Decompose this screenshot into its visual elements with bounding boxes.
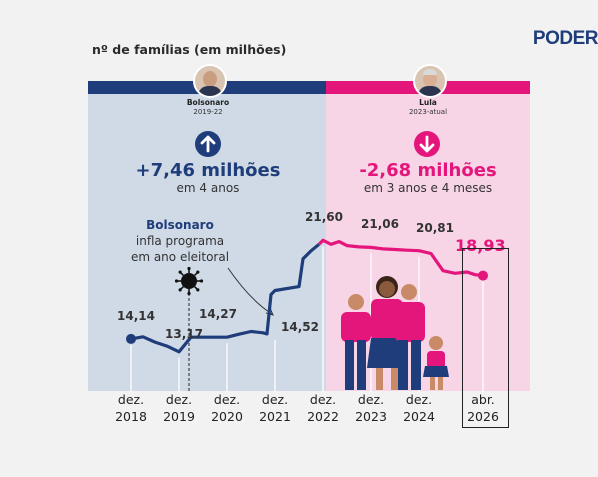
bolsonaro-avatar: [193, 64, 227, 98]
arrow-up-icon: [195, 131, 221, 157]
x-tick-month: abr.: [471, 392, 495, 407]
x-tick-2: dez. 2020: [197, 391, 257, 425]
x-tick-year: 2024: [403, 409, 435, 424]
x-tick-year: 2023: [355, 409, 387, 424]
x-tick-6: dez. 2024: [389, 391, 449, 425]
coronavirus-icon: [174, 266, 204, 296]
family-illustration: [341, 276, 449, 390]
lula-years: 2023-atual: [408, 108, 448, 116]
x-tick-year: 2018: [115, 409, 147, 424]
x-tick-month: dez.: [261, 392, 289, 407]
lula-avatar: [413, 64, 447, 98]
x-tick-7: abr. 2026: [453, 391, 513, 425]
arrow-down-icon: [414, 131, 440, 157]
bolsonaro-name: Bolsonaro: [186, 98, 230, 107]
x-tick-0: dez. 2018: [101, 391, 161, 425]
annotation-line-3: em ano eleitoral: [130, 250, 230, 264]
annotation: Bolsonaro infla programa em ano eleitora…: [120, 217, 240, 265]
x-tick-4: dez. 2022: [293, 391, 353, 425]
x-tick-year: 2026: [467, 409, 499, 424]
brand-logo: PODER: [532, 28, 598, 49]
annotation-line-2: infla programa: [135, 234, 225, 248]
bolsonaro-period: em 4 anos: [176, 181, 240, 195]
lula-period: em 3 anos e 4 meses: [363, 181, 493, 195]
x-tick-1: dez. 2019: [149, 391, 209, 425]
x-tick-3: dez. 2021: [245, 391, 305, 425]
series-line-1: [317, 238, 484, 278]
end-point: [478, 270, 488, 281]
value-label-2: 14,27: [199, 307, 237, 322]
x-tick-month: dez.: [309, 392, 337, 407]
latest-value-highlight-box: [462, 248, 509, 428]
x-tick-year: 2021: [259, 409, 291, 424]
start-point: [126, 333, 136, 344]
value-label-3: 14,52: [281, 319, 319, 334]
value-label-6: 20,81: [416, 220, 454, 235]
value-label-1: 13,17: [165, 326, 203, 341]
chart-title: nº de famílias (em milhões): [92, 42, 287, 57]
annotation-highlight: Bolsonaro: [146, 218, 214, 232]
lula-name: Lula: [419, 98, 437, 107]
series-line-0: [130, 243, 321, 354]
x-tick-month: dez.: [117, 392, 145, 407]
x-tick-year: 2019: [163, 409, 195, 424]
bolsonaro-years: 2019-22: [193, 108, 223, 116]
x-tick-month: dez.: [405, 392, 433, 407]
x-tick-5: dez. 2023: [341, 391, 401, 425]
bolsonaro-change: +7,46 milhões: [135, 160, 281, 181]
value-label-0: 14,14: [117, 308, 155, 323]
x-tick-year: 2020: [211, 409, 243, 424]
x-tick-month: dez.: [165, 392, 193, 407]
value-label-7: 18,93: [455, 235, 506, 255]
x-tick-month: dez.: [213, 392, 241, 407]
value-label-4: 21,60: [305, 210, 343, 225]
lula-change: -2,68 milhões: [359, 160, 497, 181]
value-label-5: 21,06: [361, 217, 399, 232]
x-tick-year: 2022: [307, 409, 339, 424]
x-tick-month: dez.: [357, 392, 385, 407]
